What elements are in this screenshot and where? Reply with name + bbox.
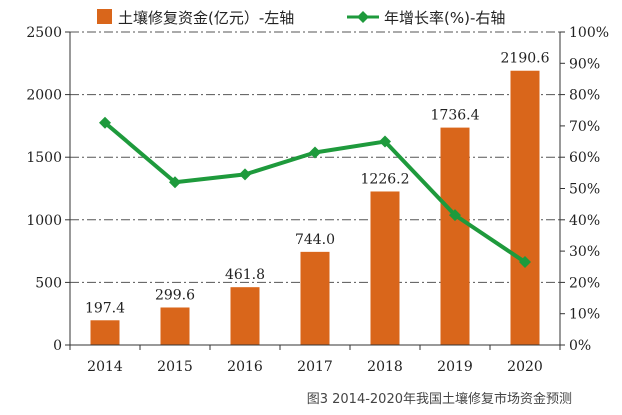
y-right-tick-label: 30%	[569, 244, 600, 260]
bar	[230, 287, 260, 345]
bar-data-label: 461.8	[225, 267, 265, 283]
y-right-tick-label: 90%	[569, 56, 600, 72]
line-series	[99, 116, 531, 269]
y-right-tick-label: 20%	[569, 275, 600, 291]
bar	[440, 127, 470, 345]
bar-data-label: 1736.4	[431, 108, 480, 124]
legend-line-label: 年增长率(%)-右轴	[384, 9, 505, 27]
y-right-tick-label: 70%	[569, 119, 600, 135]
line-point	[449, 209, 461, 222]
legend-bar-label: 土壤修复资金(亿元）-左轴	[118, 9, 294, 27]
bar	[90, 320, 120, 345]
bar-data-label: 744.0	[295, 232, 335, 248]
y-right-tick-label: 10%	[569, 307, 600, 323]
x-tick-label: 2018	[367, 359, 403, 375]
x-tick-label: 2020	[507, 359, 543, 375]
line-point	[309, 146, 321, 159]
line-point	[519, 256, 531, 269]
x-tick-label: 2019	[437, 359, 473, 375]
y-left-tick-label: 1000	[26, 213, 62, 229]
y-right-tick-label: 40%	[569, 213, 600, 229]
y-right-tick-label: 60%	[569, 150, 600, 166]
bar	[510, 70, 540, 345]
y-right-tick-label: 0%	[569, 338, 591, 354]
y-right-tick-label: 100%	[569, 25, 609, 41]
line-point	[239, 168, 251, 181]
y-left-tick-label: 1500	[26, 150, 62, 166]
bar-data-label: 2190.6	[501, 51, 550, 67]
legend: 土壤修复资金(亿元）-左轴 年增长率(%)-右轴	[97, 9, 505, 27]
y-left-tick-label: 0	[53, 338, 62, 354]
x-tick-label: 2014	[87, 359, 123, 375]
y-left-tick-label: 2000	[26, 88, 62, 104]
bar-series: 197.4 299.6 461.8 744.0 1226.2 1736.4 2190.6	[85, 51, 550, 345]
bar-data-label: 197.4	[85, 300, 125, 316]
bar-data-label: 1226.2	[361, 171, 410, 187]
bar	[160, 307, 190, 345]
y-left-tick-label: 2500	[26, 25, 62, 41]
bar	[300, 251, 330, 345]
x-tick-label: 2017	[297, 359, 333, 375]
x-tick-label: 2015	[157, 359, 193, 375]
y-right-tick-label: 80%	[569, 88, 600, 104]
legend-bar-swatch	[97, 9, 112, 24]
line-point	[169, 176, 181, 189]
line-point	[99, 116, 111, 129]
legend-line-marker	[357, 11, 369, 23]
x-tick-label: 2016	[227, 359, 263, 375]
bar-data-label: 299.6	[155, 287, 195, 303]
figure-caption: 图3 2014-2020年我国土壤修复市场资金预测	[306, 392, 572, 407]
y-left-tick-label: 500	[35, 275, 62, 291]
y-right-tick-label: 50%	[569, 182, 600, 198]
axes: 0 500 1000 1500 2000 2500 0% 10% 20% 30% 40% 50% 60%…	[26, 25, 609, 375]
bar	[370, 191, 400, 345]
line-point	[379, 135, 391, 148]
